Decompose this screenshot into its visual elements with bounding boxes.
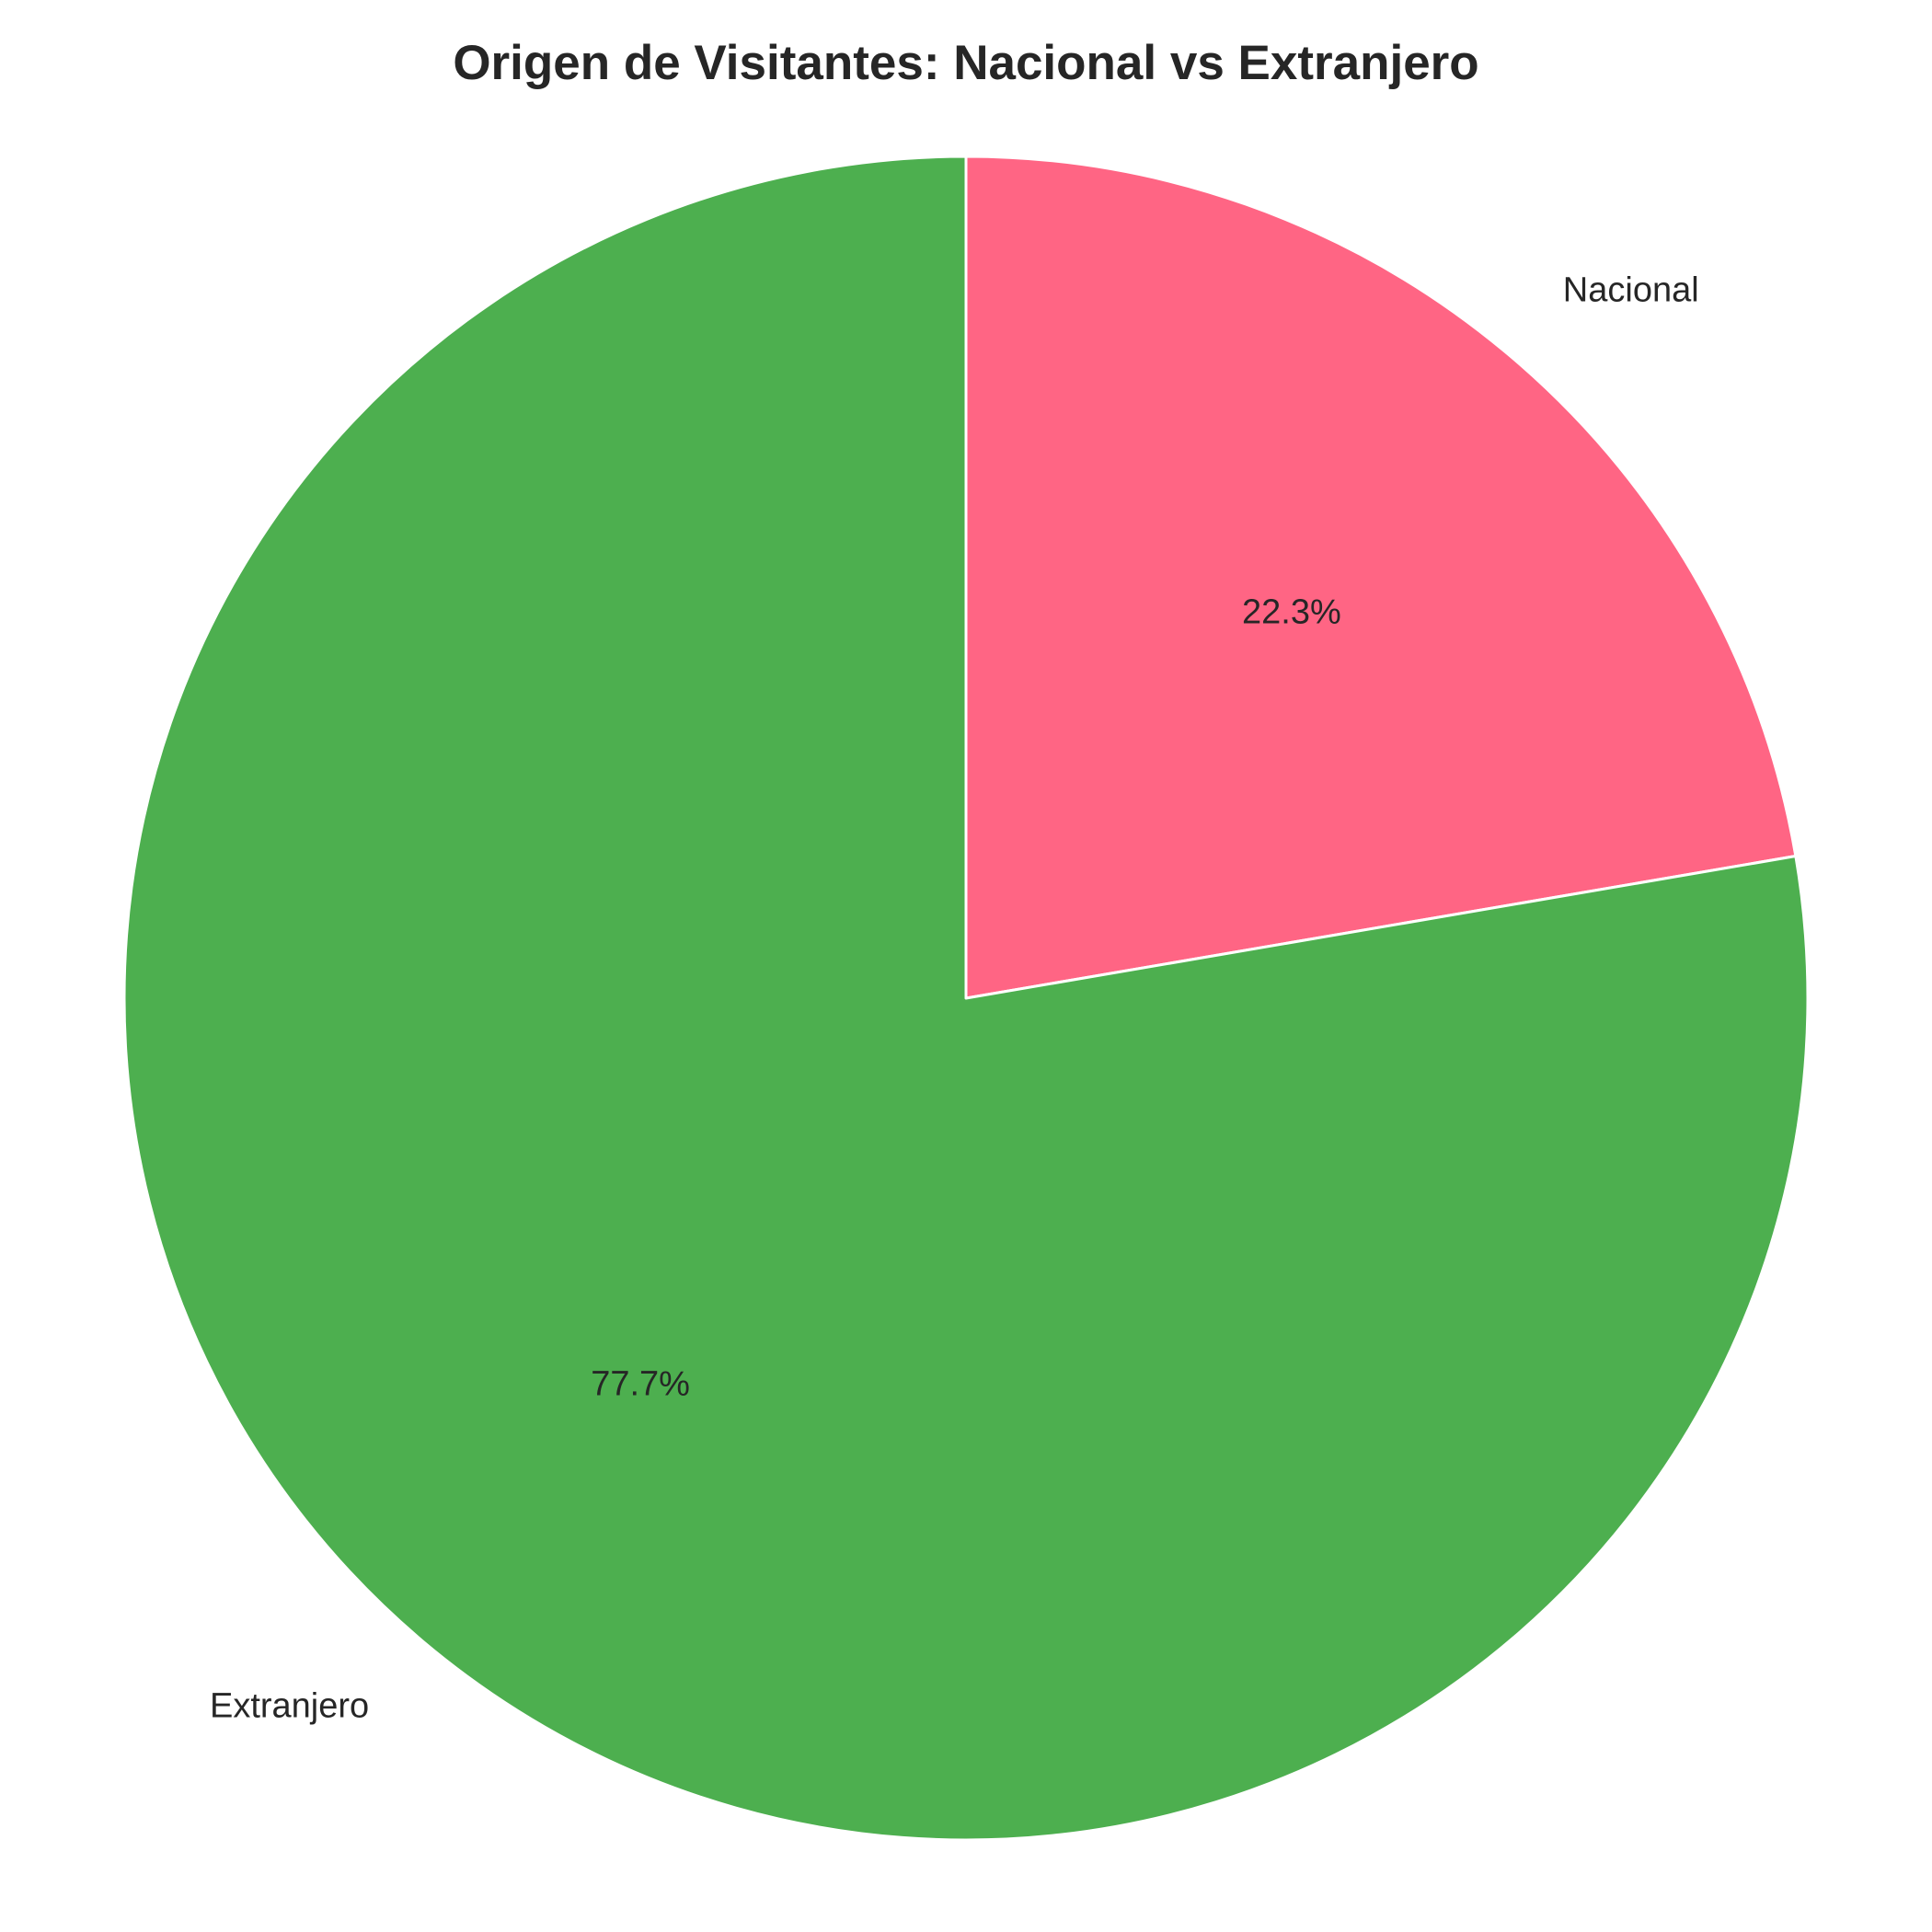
- slice-percent-extranjero: 77.7%: [591, 1365, 690, 1404]
- slice-label-extranjero: Extranjero: [210, 1686, 369, 1725]
- slice-label-nacional: Nacional: [1563, 271, 1699, 310]
- pie-slices: [122, 155, 1810, 1842]
- pie-labels: Nacional 22.3% Extranjero 77.7%: [210, 271, 1699, 1726]
- pie-slice-nacional: [964, 155, 1798, 1000]
- pie-slice-extranjero: [122, 155, 1810, 1842]
- chart-title: Origen de Visitantes: Nacional vs Extran…: [453, 36, 1478, 90]
- slice-percent-nacional: 22.3%: [1242, 592, 1341, 631]
